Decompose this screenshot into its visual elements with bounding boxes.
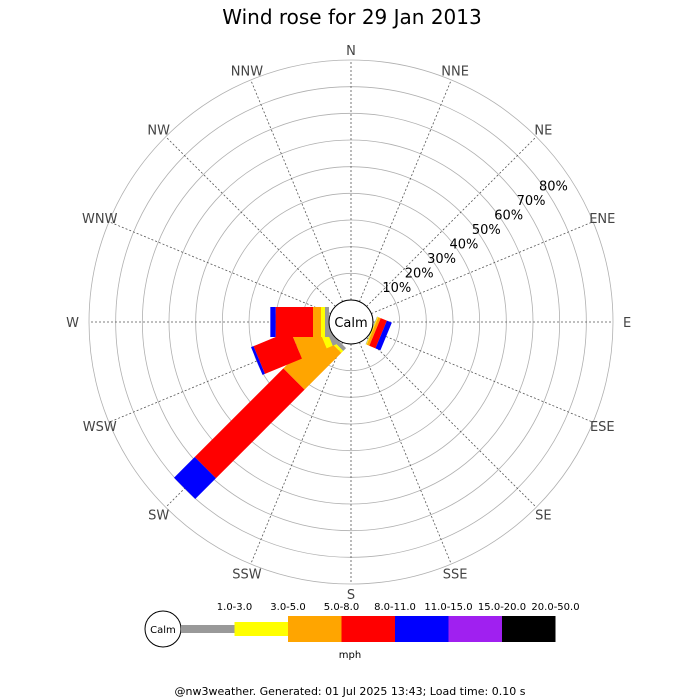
direction-label-wsw: WSW bbox=[83, 420, 117, 435]
bar-ese-bin-4 bbox=[375, 320, 392, 351]
spoke-se bbox=[366, 337, 537, 508]
bar-w-bin-1 bbox=[321, 307, 325, 337]
bar-w-bin-3 bbox=[275, 307, 313, 337]
ring-label-50: 50% bbox=[472, 223, 501, 238]
calm-circle bbox=[328, 299, 374, 345]
direction-label-w: W bbox=[66, 316, 79, 331]
legend-label-0: 1.0-3.0 bbox=[217, 602, 252, 613]
ring-label-10: 10% bbox=[382, 281, 411, 296]
ring-label-20: 20% bbox=[405, 267, 434, 282]
calm-center: Calm bbox=[328, 299, 374, 345]
direction-label-n: N bbox=[346, 44, 356, 59]
legend-swatch-1 bbox=[234, 622, 288, 636]
bar-ese-bin-2 bbox=[366, 317, 381, 346]
legend-swatch-2 bbox=[288, 616, 342, 642]
legend-label-6: 20.0-50.0 bbox=[531, 602, 579, 613]
spoke-sse bbox=[359, 342, 452, 565]
direction-label-e: E bbox=[623, 316, 631, 331]
direction-label-ese: ESE bbox=[590, 420, 615, 435]
legend-swatch-5 bbox=[448, 616, 502, 642]
spoke-nne bbox=[359, 79, 452, 302]
chart-title: Wind rose for 29 Jan 2013 bbox=[222, 5, 481, 29]
spoke-ese bbox=[371, 330, 594, 423]
direction-label-ssw: SSW bbox=[232, 567, 262, 582]
bar-w-bin-4 bbox=[270, 307, 276, 337]
direction-label-ne: NE bbox=[534, 124, 552, 139]
direction-label-wnw: WNW bbox=[82, 212, 118, 227]
bar-wsw-bin-4 bbox=[251, 346, 265, 375]
bar-sw-bin-4 bbox=[173, 457, 216, 500]
legend-label-5: 15.0-20.0 bbox=[478, 602, 526, 613]
wind-bars bbox=[173, 307, 392, 500]
direction-label-se: SE bbox=[535, 508, 551, 523]
spoke-ssw bbox=[250, 342, 343, 565]
legend-unit-label: mph bbox=[339, 650, 361, 661]
spoke-ene bbox=[371, 221, 594, 314]
bar-wsw-bin-3 bbox=[253, 330, 302, 374]
legend-calm-label: Calm bbox=[150, 625, 176, 636]
speed-legend: Calm 1.0-3.0 3.0-5.0 5.0-8.0 8.0-11.0 11.0-1… bbox=[144, 602, 580, 661]
direction-label-nw: NW bbox=[147, 124, 170, 139]
grid-ring bbox=[221, 192, 481, 452]
direction-label-sw: SW bbox=[148, 508, 169, 523]
legend-items: 1.0-3.0 3.0-5.0 5.0-8.0 8.0-11.0 11.0-15.0 15… bbox=[181, 602, 580, 642]
ring-label-40: 40% bbox=[449, 238, 478, 253]
spoke-nnw bbox=[250, 79, 343, 302]
spoke-wnw bbox=[108, 221, 331, 314]
legend-label-1: 3.0-5.0 bbox=[270, 602, 305, 613]
bar-w-bin-0 bbox=[325, 307, 329, 337]
ring-label-80: 80% bbox=[539, 180, 568, 195]
bar-sw-bin-3 bbox=[194, 368, 305, 479]
legend-label-2: 5.0-8.0 bbox=[324, 602, 359, 613]
spoke-ne bbox=[366, 136, 537, 307]
grid-ring bbox=[141, 112, 561, 532]
legend-swatch-0 bbox=[181, 625, 235, 633]
ring-percent-labels: 10%20%30%40%50%60%70%80% bbox=[382, 180, 567, 297]
legend-swatch-3 bbox=[341, 616, 395, 642]
legend-label-3: 8.0-11.0 bbox=[374, 602, 416, 613]
ring-label-60: 60% bbox=[494, 209, 523, 224]
spoke-nw bbox=[165, 136, 336, 307]
bar-w-bin-2 bbox=[313, 307, 321, 337]
direction-label-s: S bbox=[347, 588, 355, 603]
direction-label-ene: ENE bbox=[589, 212, 615, 227]
ring-label-70: 70% bbox=[517, 194, 546, 209]
legend-label-4: 11.0-15.0 bbox=[424, 602, 472, 613]
bar-ese-bin-1 bbox=[366, 316, 379, 345]
grid-ring-outer bbox=[88, 59, 614, 585]
calm-label: Calm bbox=[334, 316, 367, 331]
bar-ese-bin-3 bbox=[369, 318, 387, 349]
direction-label-nne: NNE bbox=[441, 65, 469, 80]
ring-label-30: 30% bbox=[427, 252, 456, 267]
direction-label-sse: SSE bbox=[443, 567, 468, 582]
footer-text: @nw3weather. Generated: 01 Jul 2025 13:4… bbox=[175, 685, 526, 698]
legend-swatch-6 bbox=[502, 616, 556, 642]
direction-labels: N NNE NE ENE E ESE SE SSE S SSW SW WSW W WNW NW NNW bbox=[66, 44, 631, 603]
legend-swatch-4 bbox=[395, 616, 449, 642]
direction-label-nnw: NNW bbox=[231, 65, 263, 80]
